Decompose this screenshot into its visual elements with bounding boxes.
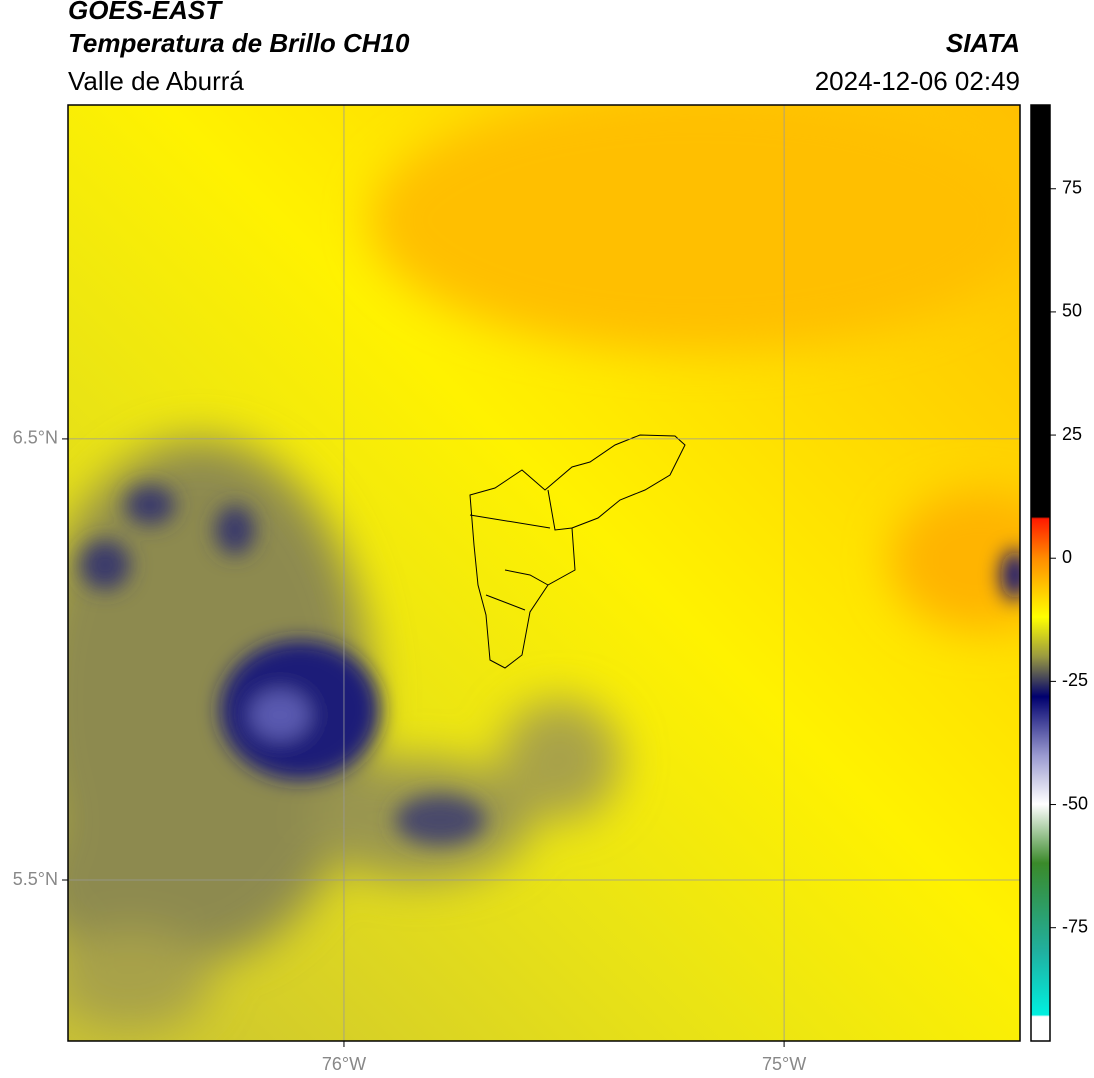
colorbar-tick-label: -75 [1062, 916, 1088, 936]
subtitle: Temperatura de Brillo CH10 [68, 28, 410, 58]
colorbar-tick-label: -50 [1062, 793, 1088, 813]
colorbar-tick-label: 50 [1062, 301, 1082, 321]
map-frame [67, 104, 1021, 1042]
graticule [68, 105, 1020, 1041]
colorbar-tick-label: 75 [1062, 177, 1082, 197]
colorbar [1030, 104, 1051, 1042]
colorbar-tick-label: 25 [1062, 424, 1082, 444]
lat-label: 5.5°N [13, 869, 58, 889]
colorbar-tick-label: -25 [1062, 670, 1088, 690]
municipal-boundaries [469, 434, 686, 669]
lon-label: 76°W [322, 1054, 366, 1074]
map-image [68, 105, 1020, 1041]
source: SIATA [946, 28, 1020, 58]
colorbar-tick-label: 0 [1062, 547, 1072, 567]
datetime: 2024-12-06 02:49 [815, 66, 1020, 96]
lon-label: 75°W [762, 1054, 806, 1074]
lat-label: 6.5°N [13, 428, 58, 448]
title: GOES-EAST [68, 0, 223, 25]
region: Valle de Aburrá [68, 66, 244, 96]
